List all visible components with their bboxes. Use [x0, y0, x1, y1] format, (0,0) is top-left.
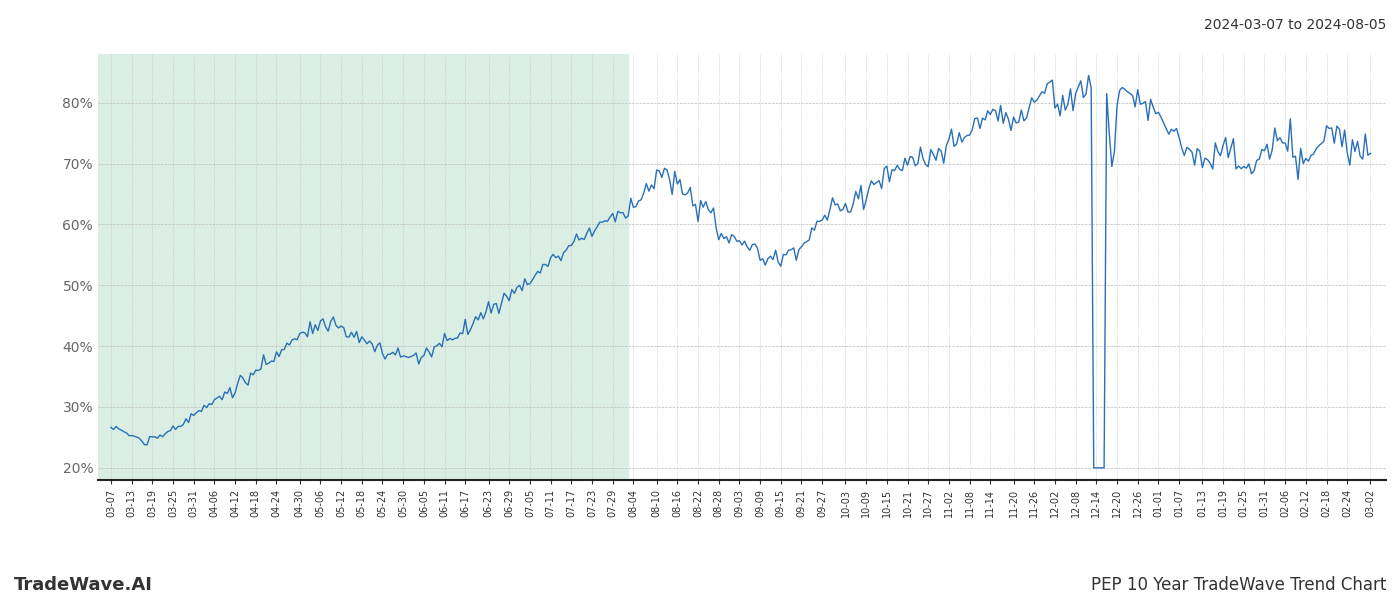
Text: 2024-03-07 to 2024-08-05: 2024-03-07 to 2024-08-05 [1204, 18, 1386, 32]
Text: PEP 10 Year TradeWave Trend Chart: PEP 10 Year TradeWave Trend Chart [1091, 576, 1386, 594]
Bar [98, 54, 629, 480]
Text: TradeWave.AI: TradeWave.AI [14, 576, 153, 594]
